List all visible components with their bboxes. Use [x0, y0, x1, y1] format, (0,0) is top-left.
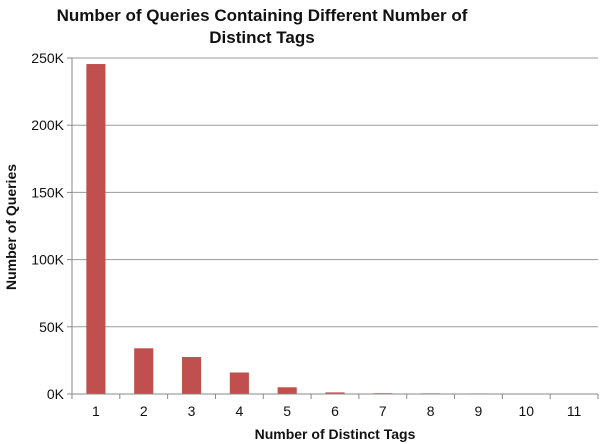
x-tick-label: 7 — [379, 403, 387, 419]
x-tick-label: 10 — [518, 403, 534, 419]
bar — [325, 392, 345, 394]
x-tick-label: 2 — [140, 403, 148, 419]
x-tick-label: 9 — [475, 403, 483, 419]
bar — [277, 387, 297, 394]
x-tick-label: 4 — [235, 403, 243, 419]
chart-title-line-1: Number of Queries Containing Different N… — [57, 6, 468, 25]
x-tick-label: 8 — [427, 403, 435, 419]
bar — [134, 348, 154, 394]
chart-title-line-2: Distinct Tags — [209, 28, 314, 47]
bar — [86, 64, 106, 394]
x-tick-label: 6 — [331, 403, 339, 419]
bar — [229, 372, 249, 394]
y-tick-label: 50K — [39, 319, 65, 335]
gridlines — [72, 57, 598, 328]
x-tick-label: 5 — [283, 403, 291, 419]
y-tick-label: 200K — [31, 117, 64, 133]
x-axis-label: Number of Distinct Tags — [255, 426, 416, 442]
x-tick-label: 3 — [188, 403, 196, 419]
y-axis-label: Number of Queries — [3, 164, 19, 290]
y-tick-label: 100K — [31, 252, 64, 268]
x-tick-label: 11 — [567, 403, 582, 419]
y-tick-label: 0K — [47, 386, 65, 402]
x-axis-ticks: 1 2 3 4 5 6 7 8 9 10 11 — [71, 394, 599, 419]
x-tick-label: 1 — [92, 403, 100, 419]
axes — [71, 58, 598, 395]
y-tick-label: 250K — [31, 50, 64, 66]
bars — [86, 64, 584, 395]
y-axis-ticks: 0K 50K 100K 150K 200K 250K — [31, 50, 72, 402]
y-tick-label: 150K — [31, 184, 64, 200]
bar — [181, 357, 202, 394]
